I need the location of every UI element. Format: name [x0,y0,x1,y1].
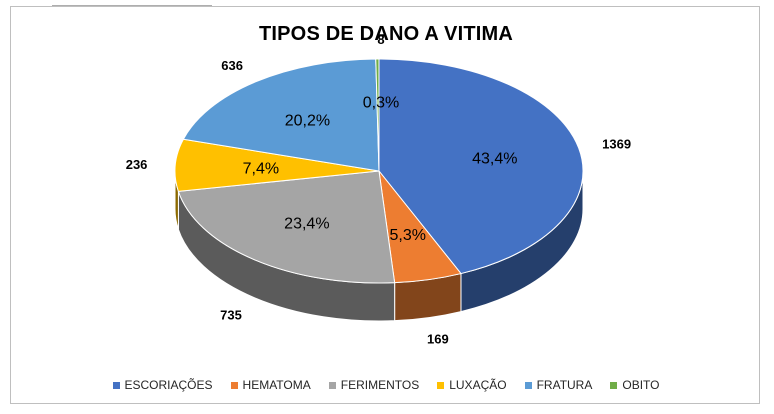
legend-label: HEMATOMA [242,378,311,392]
legend-swatch [230,381,238,389]
pie-chart: 43,4% 1369 5,3% 169 23,4% 735 7,4% 236 20,2% 636 0… [126,32,631,346]
legend-label: OBITO [622,378,660,392]
value-label-ferimentos: 735 [220,308,242,323]
legend-label: FERIMENTOS [340,378,420,392]
legend-swatch [328,381,336,389]
percent-label-luxacao: 7,4% [243,161,279,178]
chart-legend: ESCORIAÇÕES HEMATOMA FERIMENTOS LUXAÇÃO FRAT… [11,378,761,392]
pie-slice-fratura [182,58,380,172]
legend-swatch [524,381,532,389]
percent-label-hematoma: 5,3% [389,227,425,244]
legend-item-obito: OBITO [610,378,659,392]
pie-slice-obito [375,58,380,172]
pie-slice-ferimentos [177,170,396,284]
percent-label-escoriacoes: 43,4% [472,151,517,168]
percent-label-fratura: 20,2% [285,112,330,129]
percent-label-ferimentos: 23,4% [284,215,329,232]
chart-frame: TIPOS DE DANO A VITIMA 43,4% 1369 5,3% 169 2… [10,6,760,404]
value-label-fratura: 636 [221,58,243,73]
pie-slice-luxacao [174,138,380,192]
chart-title: TIPOS DE DANO A VITIMA [258,23,514,45]
pie-slice-escoriacoes [378,58,584,275]
legend-item-ferimentos: FERIMENTOS [328,378,420,392]
legend-label: ESCORIAÇÕES [124,378,213,392]
legend-item-fratura: FRATURA [524,378,593,392]
legend-item-hematoma: HEMATOMA [230,378,311,392]
legend-label: FRATURA [536,378,593,392]
value-label-escoriacoes: 1369 [602,137,631,152]
value-label-obito: 8 [377,32,384,47]
value-label-luxacao: 236 [126,157,148,172]
legend-swatch [112,381,120,389]
legend-swatch [437,381,445,389]
value-label-hematoma: 169 [427,331,449,346]
legend-item-escoriacoes: ESCORIAÇÕES [112,378,213,392]
legend-swatch [610,381,618,389]
legend-label: LUXAÇÃO [449,378,507,392]
percent-label-obito: 0,3% [363,95,399,112]
legend-item-luxacao: LUXAÇÃO [437,378,507,392]
